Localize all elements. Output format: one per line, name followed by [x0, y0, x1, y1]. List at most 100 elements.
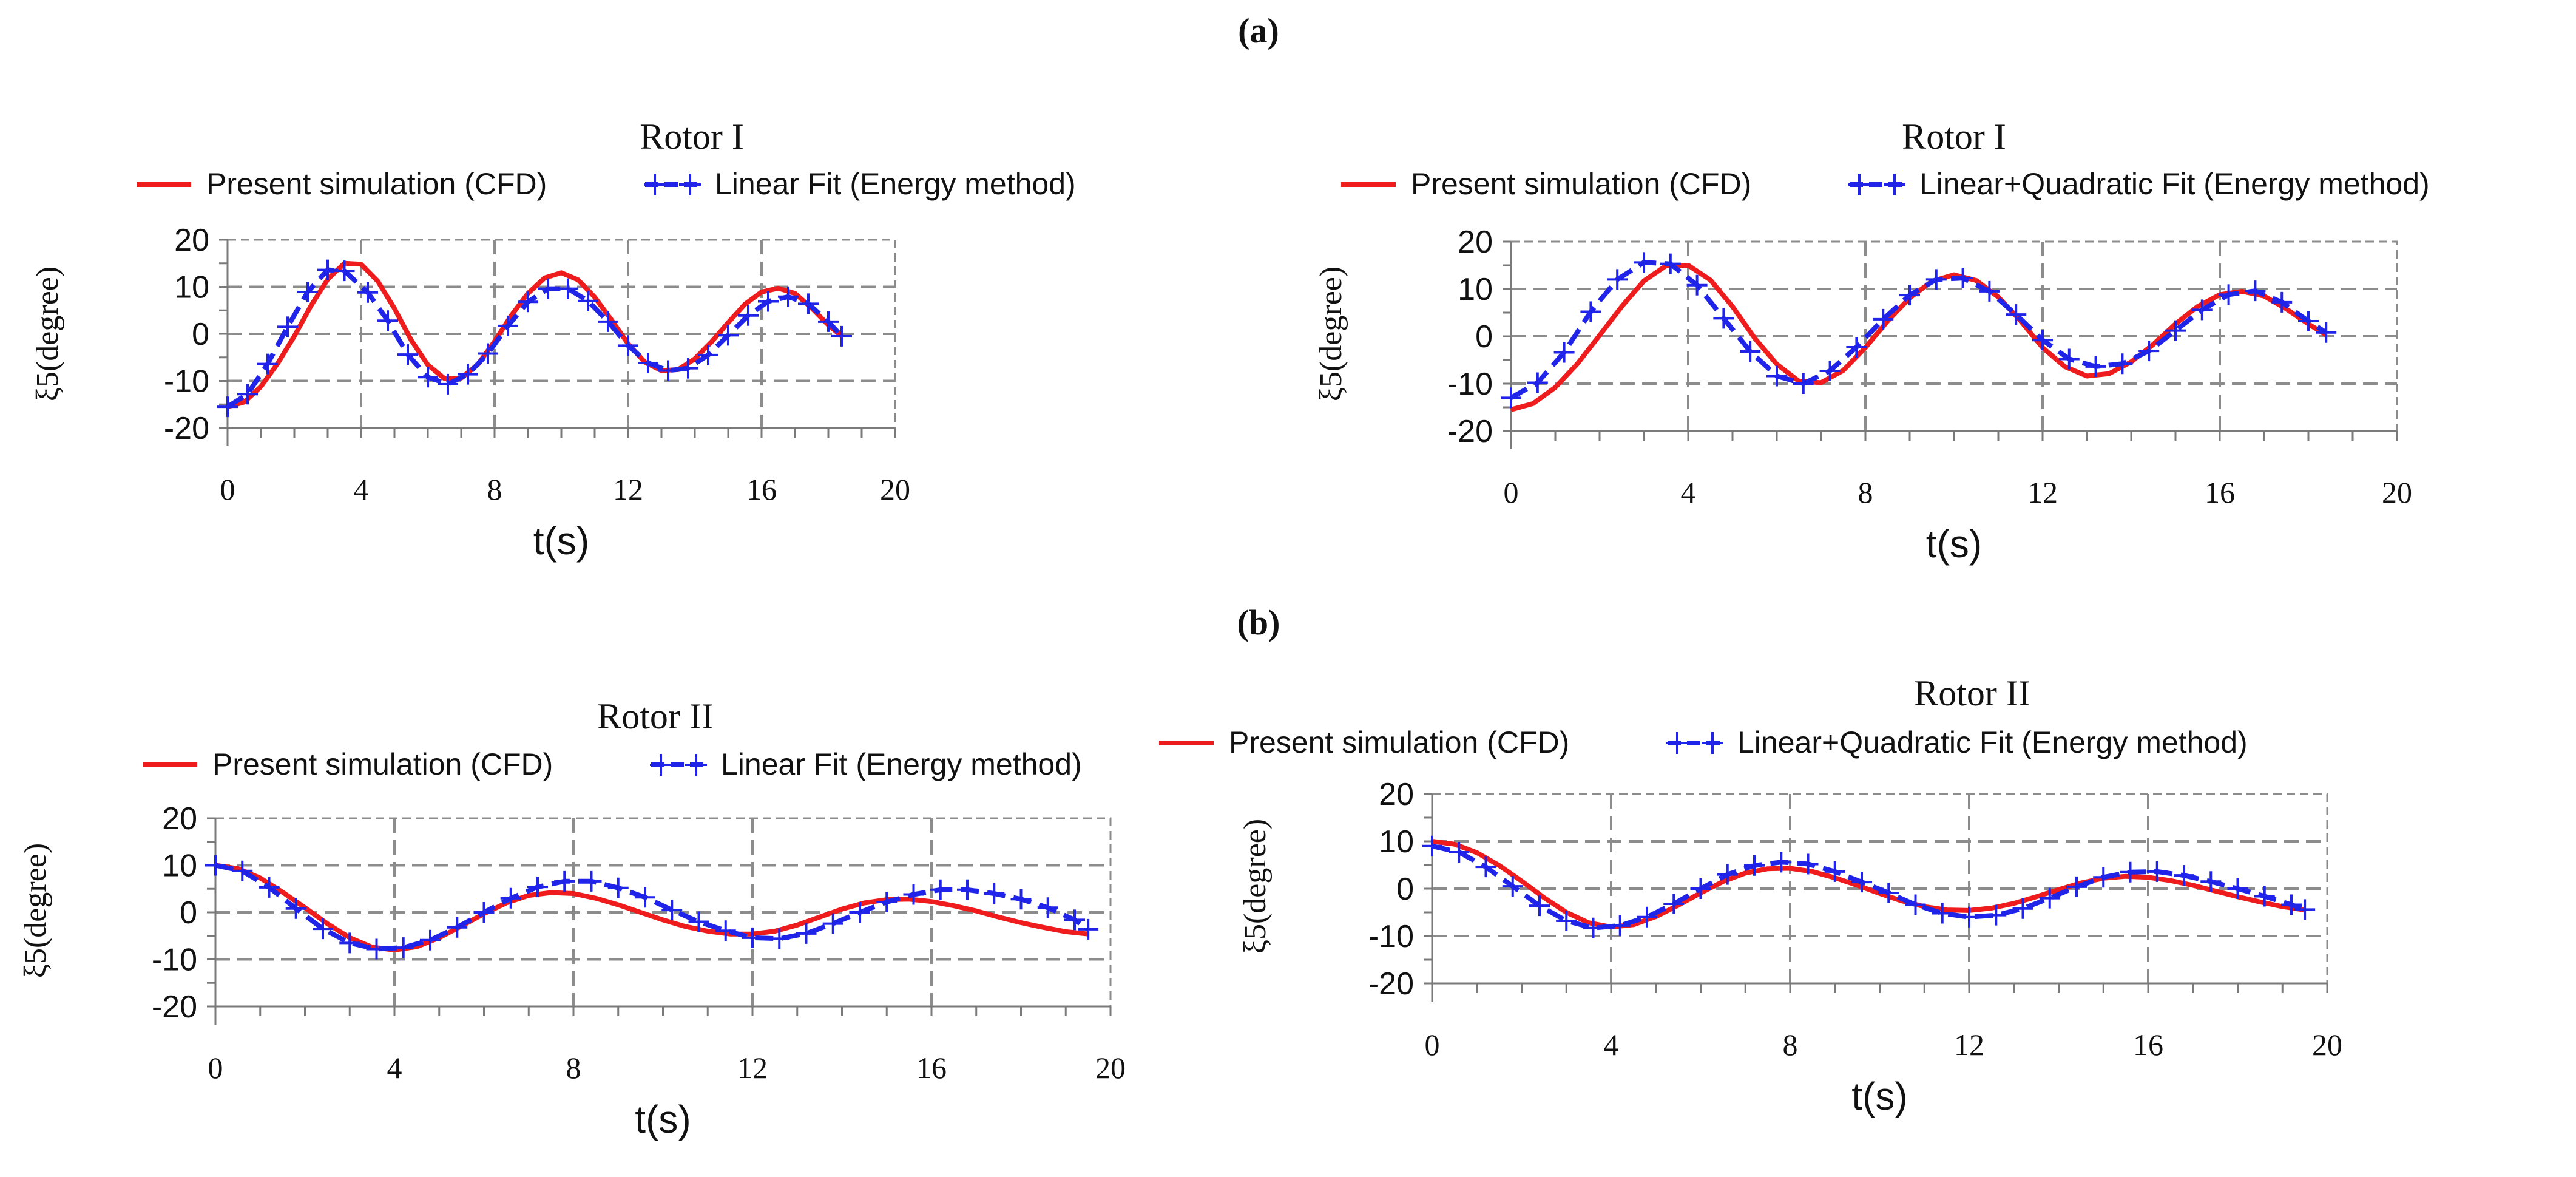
- chart-a-right: Rotor I Present simulation (CFD) Linear+Qu…: [1314, 117, 2430, 566]
- data-point-fit: [1952, 268, 1973, 289]
- data-point-fit: [1932, 903, 1953, 924]
- data-point-fit: [1529, 895, 1550, 917]
- x-tick-label: 4: [354, 472, 369, 506]
- data-point-fit: [259, 877, 280, 898]
- data-point-fit: [2112, 353, 2133, 375]
- data-point-fit: [930, 879, 951, 900]
- x-tick-label: 4: [1604, 1028, 1619, 1062]
- data-point-fit: [498, 315, 518, 336]
- data-point-fit: [1846, 336, 1867, 358]
- data-point-fit: [738, 305, 759, 326]
- data-point-fit: [500, 887, 521, 909]
- data-point-fit: [1905, 894, 1926, 915]
- data-point-fit: [339, 932, 360, 954]
- legend-marker-fit: [1848, 174, 1870, 195]
- data-point-fit: [957, 879, 978, 900]
- x-tick-label: 20: [2312, 1028, 2342, 1062]
- data-point-fit: [796, 923, 817, 944]
- series-fit: [205, 855, 1099, 960]
- data-point-fit: [688, 911, 709, 932]
- data-point-fit: [1986, 904, 2007, 926]
- data-point-fit: [538, 278, 558, 299]
- legend-marker-fit: [679, 174, 701, 195]
- panel-label-b: (b): [1237, 603, 1280, 642]
- data-point-fit: [1064, 909, 1085, 931]
- data-point-fit: [2316, 322, 2337, 343]
- series-fit: [1422, 835, 2316, 938]
- data-point-fit: [2093, 867, 2114, 888]
- data-point-fit: [1717, 864, 1738, 885]
- y-tick-label: 20: [1379, 777, 1414, 812]
- data-point-fit: [598, 311, 618, 332]
- legend-marker-fit: [1884, 174, 1905, 195]
- data-point-fit: [1873, 308, 1894, 330]
- data-point-fit: [397, 344, 418, 365]
- data-point-fit: [558, 278, 578, 299]
- data-point-fit: [2012, 898, 2033, 919]
- y-tick-label: -10: [1368, 919, 1414, 954]
- data-point-fit: [1925, 269, 1947, 290]
- legend-label-fit: Linear+Quadratic Fit (Energy method): [1919, 167, 2430, 201]
- y-tick-label: 10: [162, 849, 197, 884]
- chart-title: Rotor I: [1902, 117, 2006, 157]
- data-point-fit: [447, 917, 468, 938]
- legend-marker-fit: [1666, 732, 1688, 754]
- data-point-fit: [1663, 893, 1685, 914]
- data-point-fit: [2146, 861, 2168, 882]
- y-tick-label: 0: [180, 895, 197, 931]
- legend-label-fit: Linear+Quadratic Fit (Energy method): [1737, 725, 2248, 759]
- x-tick-label: 12: [1954, 1028, 1984, 1062]
- data-point-fit: [607, 877, 629, 898]
- data-point-fit: [313, 918, 333, 940]
- data-point-fit: [473, 902, 495, 923]
- charts-container: Rotor I Present simulation (CFD) Linear Fi…: [18, 117, 2430, 1141]
- data-point-fit: [1607, 269, 1628, 290]
- data-point-fit: [1744, 855, 1765, 876]
- legend-label-cfd: Present simulation (CFD): [206, 167, 547, 201]
- data-point-fit: [2298, 311, 2319, 332]
- legend-label-cfd: Present simulation (CFD): [212, 747, 553, 781]
- x-tick-label: 8: [1858, 475, 1873, 509]
- chart-title: Rotor II: [597, 696, 714, 736]
- data-point-fit: [818, 311, 839, 332]
- data-point-fit: [850, 902, 870, 923]
- data-point-fit: [1878, 883, 1899, 904]
- legend-marker-fit: [644, 174, 666, 195]
- data-point-fit: [1634, 252, 1654, 273]
- data-point-fit: [458, 364, 478, 385]
- x-tick-label: 0: [1425, 1028, 1440, 1062]
- data-point-fit: [581, 870, 602, 892]
- chart-b-left: Rotor II Present simulation (CFD) Linear F…: [18, 696, 1126, 1141]
- data-point-fit: [518, 291, 538, 313]
- series-fit: [217, 259, 852, 418]
- y-axis-label: ξ5(degree): [1314, 266, 1348, 401]
- y-axis-label: ξ5(degree): [18, 843, 53, 978]
- y-tick-label: 20: [174, 223, 209, 258]
- data-point-fit: [1771, 852, 1792, 873]
- y-tick-label: -20: [1447, 414, 1493, 449]
- legend-marker-fit: [1702, 732, 1723, 754]
- data-point-fit: [2174, 865, 2194, 886]
- data-point-fit: [1583, 917, 1604, 938]
- data-point-fit: [1449, 841, 1470, 863]
- data-point-fit: [257, 353, 278, 375]
- series-cfd: [226, 260, 843, 409]
- data-point-fit: [1690, 878, 1711, 899]
- data-point-fit: [1553, 342, 1575, 363]
- series-cfd: [215, 863, 1089, 952]
- chart-a-left: Rotor I Present simulation (CFD) Linear Fi…: [30, 117, 1076, 563]
- chart-title: Rotor II: [1914, 673, 2030, 713]
- data-point-fit: [1422, 835, 1442, 856]
- x-tick-label: 12: [737, 1051, 768, 1085]
- data-point-fit: [1556, 911, 1577, 932]
- y-tick-label: -20: [152, 989, 197, 1025]
- data-point-fit: [778, 286, 799, 307]
- data-point-fit: [527, 877, 548, 898]
- series-fit: [1501, 252, 2337, 409]
- y-tick-label: 0: [1475, 319, 1493, 354]
- chart-legend: Present simulation (CFD) Linear Fit (Ener…: [143, 747, 1082, 781]
- x-tick-label: 16: [2205, 475, 2235, 509]
- legend-label-fit: Linear Fit (Energy method): [715, 167, 1076, 201]
- y-tick-label: -10: [164, 364, 209, 399]
- data-point-fit: [554, 870, 575, 892]
